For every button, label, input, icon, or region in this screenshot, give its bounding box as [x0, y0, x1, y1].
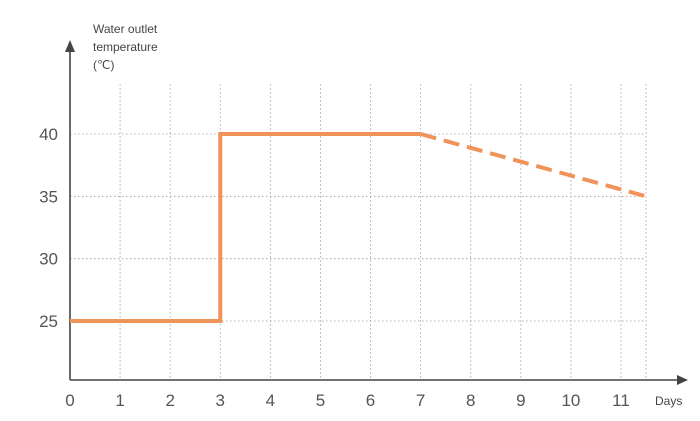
series-layer	[70, 132, 647, 323]
x-tick-label-0: 0	[65, 391, 74, 410]
x-tick-label-6: 6	[366, 391, 375, 410]
y-tick-label-30: 30	[39, 250, 58, 269]
x-tick-labels: 0 1 2 3 4 5 6 7 8 9 10 11	[65, 391, 630, 410]
grid-layer	[70, 84, 647, 380]
y-axis-title-line-2: temperature	[93, 40, 158, 54]
x-tick-label-2: 2	[165, 391, 174, 410]
y-axis-title-line-1: Water outlet	[93, 22, 158, 36]
y-axis-title-line-3: (℃)	[93, 58, 114, 72]
projected-trend-line	[420, 132, 647, 199]
x-tick-label-3: 3	[216, 391, 225, 410]
x-tick-label-7: 7	[416, 391, 425, 410]
temperature-line	[70, 132, 421, 323]
x-tick-label-4: 4	[266, 391, 275, 410]
x-axis-title: Days	[655, 394, 682, 408]
y-axis-arrow	[65, 40, 75, 52]
y-tick-label-35: 35	[39, 187, 58, 206]
x-tick-label-8: 8	[466, 391, 475, 410]
y-tick-labels: 25 30 35 40	[39, 125, 58, 331]
y-tick-label-40: 40	[39, 125, 58, 144]
x-tick-label-1: 1	[115, 391, 124, 410]
x-tick-label-9: 9	[516, 391, 525, 410]
x-tick-label-5: 5	[316, 391, 325, 410]
x-axis-arrow	[677, 375, 688, 385]
y-tick-label-25: 25	[39, 312, 58, 331]
x-tick-label-11: 11	[612, 391, 630, 410]
x-tick-label-10: 10	[561, 391, 580, 410]
axis-layer	[65, 40, 688, 385]
